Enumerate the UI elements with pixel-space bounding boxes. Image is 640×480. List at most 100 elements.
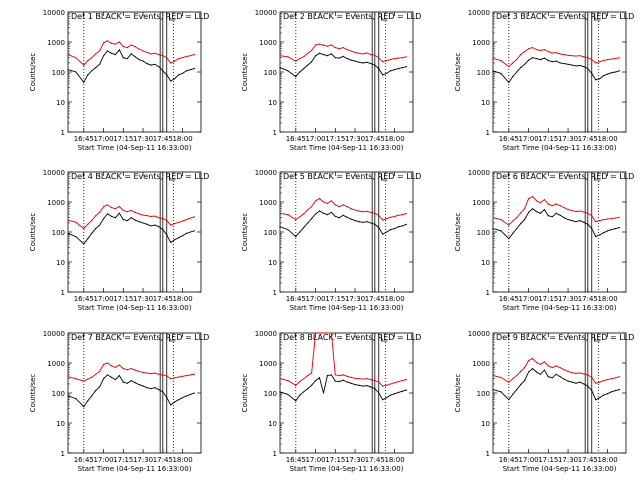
data-point-events (520, 223, 522, 225)
data-point-lld (382, 219, 384, 221)
data-point-lld (543, 49, 546, 51)
data-point-events (350, 218, 352, 220)
data-point-events (182, 72, 184, 74)
data-point-events (318, 377, 321, 379)
data-point-events (374, 223, 376, 225)
data-point-events (563, 378, 565, 380)
data-point-events (603, 394, 605, 396)
data-point-events (106, 50, 109, 52)
data-point-events (126, 58, 128, 60)
data-point-lld (512, 62, 514, 64)
data-point-events (126, 220, 128, 222)
data-point-events (318, 210, 321, 212)
data-point-events (146, 223, 148, 225)
x-tick-label: 18:00 (172, 295, 192, 303)
detector-panel-7: Det 7 BLACK = Events, RED = LLD 1 10 100 100… (29, 330, 209, 473)
panel-title: Det 7 BLACK = Events, RED = LLD (71, 333, 209, 342)
data-point-events (559, 376, 561, 378)
y-axis-label: Counts/sec (454, 53, 462, 92)
data-point-lld (397, 57, 400, 59)
data-point-lld (512, 378, 514, 380)
data-point-lld (87, 223, 89, 225)
x-tick-label: 17:15 (538, 456, 558, 464)
data-point-events (516, 389, 518, 391)
data-point-events (307, 64, 309, 66)
data-point-lld (334, 204, 336, 206)
data-point-lld (146, 51, 148, 54)
x-tick-label: 17:00 (305, 135, 325, 143)
data-point-lld (575, 372, 577, 374)
data-point-lld (178, 58, 180, 60)
y-tick-label: 10 (268, 420, 277, 428)
data-point-events (122, 57, 124, 59)
data-point-lld (99, 370, 101, 373)
data-point-lld (189, 55, 192, 57)
data-point-lld (334, 47, 336, 49)
data-point-lld (342, 47, 344, 49)
data-point-events (397, 391, 400, 393)
data-point-lld (342, 374, 344, 376)
data-point-events (118, 375, 120, 377)
x-tick-label: 17:45 (153, 295, 173, 303)
data-point-lld (492, 375, 494, 377)
data-point-events (571, 64, 573, 66)
y-axis-label: Counts/sec (454, 374, 462, 413)
data-point-events (118, 212, 120, 214)
data-point-events (382, 74, 384, 76)
data-point-events (535, 371, 538, 373)
data-point-events (150, 388, 152, 390)
data-point-events (142, 222, 144, 224)
data-point-events (299, 71, 301, 73)
x-axis-label: Start Time (04-Sep-11 16:33:00) (503, 465, 617, 473)
data-point-lld (599, 61, 601, 63)
data-point-events (130, 217, 132, 219)
data-point-events (110, 376, 113, 378)
data-point-lld (178, 376, 180, 378)
data-point-lld (543, 361, 546, 363)
data-point-lld (75, 378, 77, 380)
data-point-events (366, 385, 368, 387)
corner-bracket (168, 14, 176, 21)
data-point-lld (583, 56, 585, 58)
data-point-events (543, 369, 546, 371)
data-point-events (114, 217, 116, 219)
detector-panel-1: Det 1 BLACK = Events, RED = LLD 1 10 100 100… (29, 9, 209, 152)
data-point-lld (551, 205, 553, 207)
data-point-lld (318, 332, 321, 334)
data-point-events (338, 217, 340, 219)
data-point-events (106, 374, 109, 376)
panels-container: Det 1 BLACK = Events, RED = LLD 1 10 100 100… (29, 9, 634, 473)
data-point-lld (307, 52, 309, 54)
data-point-events (322, 392, 325, 394)
data-point-lld (520, 54, 522, 56)
y-axis-label: Counts/sec (241, 213, 249, 252)
data-point-lld (618, 216, 621, 218)
detector-panel-3: Det 3 BLACK = Events, RED = LLD 1 10 100 100… (454, 9, 634, 152)
data-point-lld (559, 205, 561, 207)
data-point-lld (358, 210, 360, 212)
panel-title: Det 5 BLACK = Events, RED = LLD (283, 172, 421, 181)
data-point-events (83, 81, 85, 83)
data-point-events (575, 382, 577, 384)
data-point-lld (170, 224, 172, 226)
y-tick-label: 1000 (472, 360, 490, 368)
data-point-lld (591, 59, 593, 61)
data-point-lld (354, 51, 356, 54)
data-point-lld (583, 373, 585, 375)
data-point-lld (118, 206, 120, 208)
data-point-lld (516, 217, 518, 219)
data-point-events (555, 212, 557, 214)
y-tick-label: 10000 (43, 9, 65, 17)
data-point-events (591, 228, 593, 230)
data-point-events (531, 57, 534, 59)
data-point-lld (386, 60, 388, 62)
data-point-lld (555, 52, 557, 54)
data-point-events (99, 224, 101, 226)
data-point-events (512, 76, 514, 78)
y-tick-label: 1000 (259, 39, 277, 47)
data-point-lld (579, 210, 581, 212)
y-tick-label: 1 (486, 289, 490, 297)
data-point-lld (83, 228, 85, 230)
x-tick-label: 17:00 (93, 456, 113, 464)
data-point-events (535, 58, 538, 60)
